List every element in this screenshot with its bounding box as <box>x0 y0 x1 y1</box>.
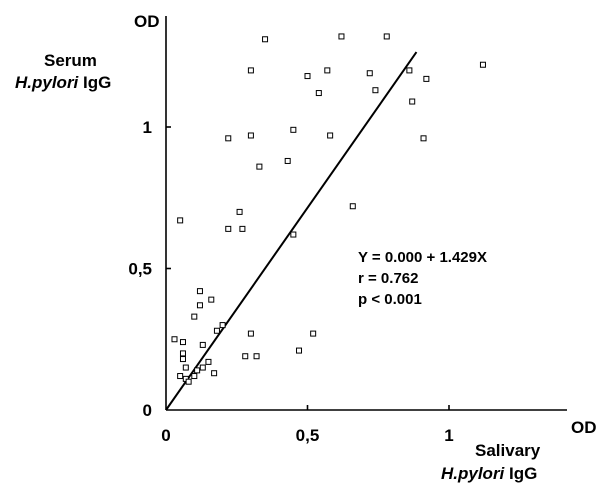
data-point <box>406 67 413 74</box>
data-point <box>177 373 184 380</box>
y-axis-unit: OD <box>134 12 160 31</box>
data-point <box>247 330 254 337</box>
data-point <box>310 330 317 337</box>
data-point <box>423 75 430 82</box>
data-point <box>205 358 212 365</box>
data-point <box>304 73 311 80</box>
data-point <box>420 135 427 142</box>
y-axis-label-line2: H.pylori IgG <box>15 73 111 92</box>
data-point <box>242 353 249 360</box>
data-point <box>179 350 186 357</box>
y-tick-label: 1 <box>143 118 152 137</box>
data-point <box>185 378 192 385</box>
axis-ticks: 0 0,5 1 0 0,5 1 <box>128 118 453 445</box>
data-point <box>225 135 232 142</box>
data-point <box>199 364 206 371</box>
y-axis-label-rest: IgG <box>78 73 111 92</box>
data-point <box>199 341 206 348</box>
x-axis-label-rest: IgG <box>504 464 537 483</box>
data-point <box>247 132 254 139</box>
y-axis-label-italic: H.pylori <box>15 73 80 92</box>
data-point <box>196 288 203 295</box>
data-point <box>383 33 390 40</box>
data-point <box>179 356 186 363</box>
x-axis-label-italic: H.pylori <box>441 464 506 483</box>
data-point <box>236 208 243 215</box>
data-point <box>327 132 334 139</box>
regression-line <box>165 51 418 411</box>
data-point <box>191 313 198 320</box>
data-point <box>479 61 486 68</box>
data-point <box>196 302 203 309</box>
data-point <box>213 327 220 334</box>
correlation-coefficient: r = 0.762 <box>358 270 418 287</box>
data-point <box>366 70 373 77</box>
data-points <box>171 33 486 385</box>
data-point <box>191 373 198 380</box>
x-axis-label-line2: H.pylori IgG <box>441 464 537 483</box>
data-point <box>338 33 345 40</box>
data-point <box>247 67 254 74</box>
data-point <box>239 225 246 232</box>
data-point <box>256 163 263 170</box>
data-point <box>177 217 184 224</box>
x-tick-label: 0 <box>161 426 170 445</box>
data-point <box>211 370 218 377</box>
x-tick-label: 1 <box>444 426 453 445</box>
x-tick-label: 0,5 <box>296 426 320 445</box>
data-point <box>179 339 186 346</box>
data-point <box>208 296 215 303</box>
y-tick-label: 0,5 <box>128 260 152 279</box>
data-point <box>262 36 269 43</box>
data-point <box>284 157 291 164</box>
data-point <box>253 353 260 360</box>
regression-annotation: Y = 0.000 + 1.429X r = 0.762 p < 0.001 <box>358 249 487 308</box>
regression-equation: Y = 0.000 + 1.429X <box>358 249 487 266</box>
data-point <box>225 225 232 232</box>
data-point <box>290 231 297 238</box>
data-point <box>171 336 178 343</box>
data-point <box>182 364 189 371</box>
data-point <box>296 347 303 354</box>
data-point <box>372 87 379 94</box>
y-tick-label: 0 <box>143 401 152 420</box>
data-point <box>409 98 416 105</box>
y-axis-label-line1: Serum <box>44 51 97 70</box>
data-point <box>324 67 331 74</box>
x-axis-label-line1: Salivary <box>475 441 541 460</box>
data-point <box>290 126 297 133</box>
data-point <box>349 203 356 210</box>
p-value: p < 0.001 <box>358 291 422 308</box>
x-axis-unit: OD <box>571 418 597 437</box>
data-point <box>315 90 322 97</box>
data-point <box>194 367 201 374</box>
data-point <box>219 322 226 329</box>
